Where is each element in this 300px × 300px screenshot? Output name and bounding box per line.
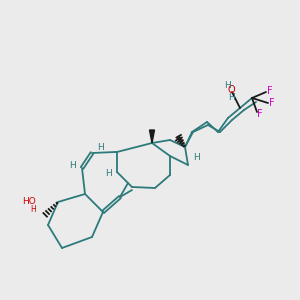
Polygon shape — [149, 130, 154, 143]
Text: H: H — [193, 154, 200, 163]
Text: H: H — [97, 143, 104, 152]
Text: F: F — [269, 98, 274, 108]
Text: O: O — [227, 85, 235, 95]
Text: HO: HO — [22, 197, 36, 206]
Text: F: F — [267, 86, 273, 96]
Text: H: H — [228, 94, 235, 103]
Text: H: H — [69, 160, 75, 169]
Text: F: F — [257, 109, 262, 119]
Text: H: H — [224, 82, 231, 91]
Text: H: H — [30, 206, 36, 214]
Text: H: H — [105, 169, 111, 178]
